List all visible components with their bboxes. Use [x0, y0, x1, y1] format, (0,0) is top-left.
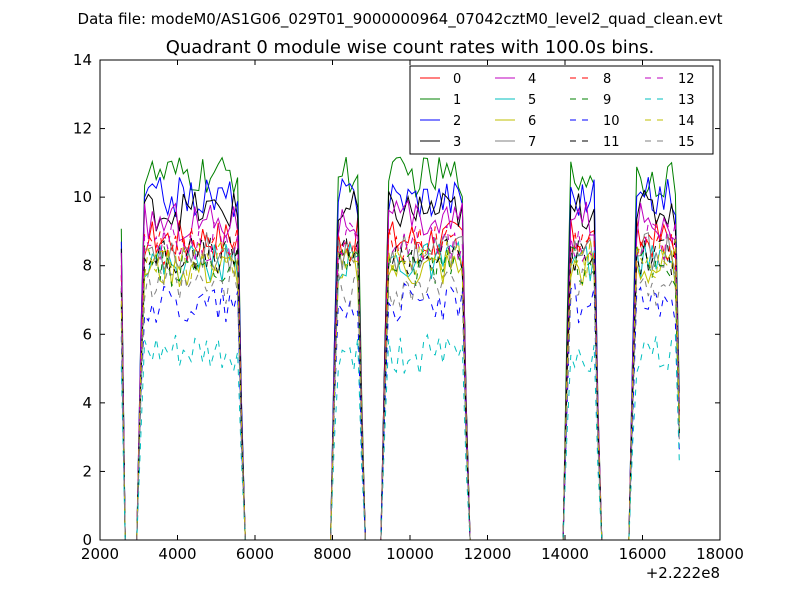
- y-tick-label: 14: [73, 51, 92, 69]
- legend-label: 2: [453, 114, 461, 129]
- x-tick-label: 12000: [464, 545, 512, 563]
- axis-ticks: 2000 4000 6000 8000 10000 12000 14000 16000 1800…: [73, 51, 744, 563]
- x-offset-label: +2.222e8: [646, 564, 720, 582]
- x-tick-label: 14000: [541, 545, 589, 563]
- series-line-8: [120, 226, 680, 540]
- legend-label: 6: [528, 114, 536, 129]
- series-line-15: [120, 267, 680, 540]
- series-line-11: [120, 234, 680, 540]
- y-tick-label: 4: [82, 394, 92, 412]
- x-tick-label: 18000: [696, 545, 744, 563]
- series-line-10: [120, 281, 680, 540]
- legend-label: 0: [453, 72, 461, 87]
- legend-label: 15: [678, 135, 695, 150]
- y-tick-label: 2: [82, 462, 92, 480]
- legend-label: 3: [453, 135, 461, 150]
- x-tick-label: 8000: [313, 545, 351, 563]
- plot-area: [120, 156, 680, 540]
- legend-label: 7: [528, 135, 536, 150]
- legend-label: 1: [453, 93, 461, 108]
- x-tick-label: 10000: [386, 545, 434, 563]
- y-tick-label: 6: [82, 325, 92, 343]
- series-line-1: [120, 156, 680, 540]
- y-tick-label: 8: [82, 257, 92, 275]
- legend-label: 10: [603, 114, 620, 129]
- legend-box: [409, 65, 714, 155]
- chart-title: Quadrant 0 module wise count rates with …: [166, 37, 655, 58]
- series-line-2: [120, 177, 680, 540]
- y-tick-label: 12: [73, 120, 92, 138]
- series-line-5: [120, 240, 680, 540]
- series-line-13: [120, 333, 680, 540]
- legend-label: 9: [603, 93, 611, 108]
- legend-label: 14: [678, 114, 695, 129]
- legend-label: 12: [678, 72, 695, 87]
- x-tick-label: 6000: [236, 545, 274, 563]
- y-tick-label: 10: [73, 188, 92, 206]
- legend-label: 11: [603, 135, 620, 150]
- series-line-9: [120, 244, 680, 540]
- x-tick-label: 2000: [81, 545, 119, 563]
- x-tick-label: 16000: [619, 545, 667, 563]
- series-line-3: [120, 189, 680, 540]
- y-tick-label: 0: [82, 531, 92, 549]
- series-line-12: [120, 220, 680, 540]
- legend-label: 13: [678, 93, 695, 108]
- legend-label: 8: [603, 72, 611, 87]
- x-tick-label: 4000: [158, 545, 196, 563]
- series-line-7: [120, 231, 680, 540]
- legend-label: 5: [528, 93, 536, 108]
- legend-label: 4: [528, 72, 536, 87]
- series-line-4: [120, 199, 680, 540]
- chart-suptitle: Data file: modeM0/AS1G06_029T01_90000009…: [78, 10, 723, 29]
